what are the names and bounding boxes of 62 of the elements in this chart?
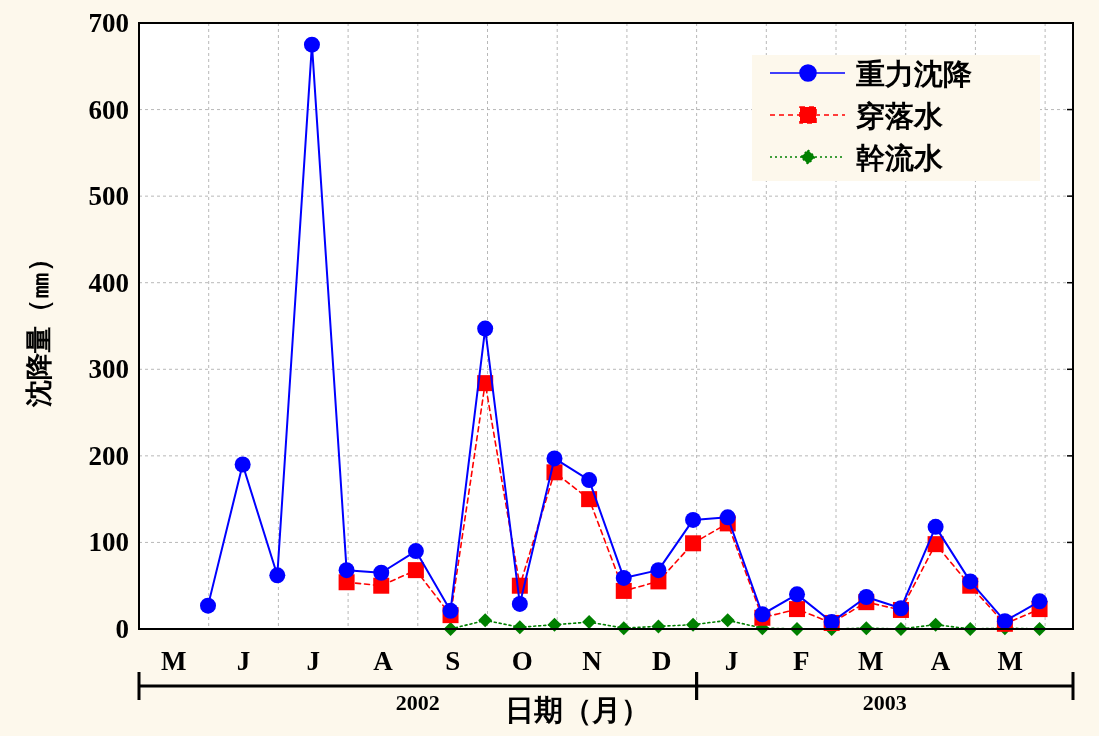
point [927,518,944,535]
point [858,588,875,605]
point [685,511,702,528]
point [581,491,598,508]
legend-label: 穿落水 [856,99,944,133]
text: D [652,646,672,676]
point [685,535,702,552]
y-tick-label: 200 [88,440,129,471]
point [477,320,494,337]
y-tick-label: 400 [88,267,129,298]
point [650,562,667,579]
legend-label: 重力沈降 [855,57,972,91]
point [407,543,424,560]
text: A [930,646,951,676]
point [686,617,701,632]
text: F [792,646,810,676]
point [789,601,806,618]
legend-label: 幹流水 [856,141,944,175]
text: J [236,646,251,676]
point [338,562,355,579]
legend-item: 穿落水 [769,99,943,133]
point [234,456,251,473]
y-tick-label: 700 [88,8,129,38]
text: O [511,646,533,676]
point [303,36,320,53]
point [373,564,390,581]
point [962,573,979,590]
point [615,582,632,599]
point [200,597,216,614]
text: A [373,646,394,676]
legend-item: 幹流水 [769,141,943,175]
text: 2002 [395,690,440,715]
point [546,450,563,467]
point [511,595,528,612]
text: N [582,646,603,676]
y-tick-label: 500 [88,181,129,212]
point [581,472,598,489]
point [1031,593,1048,610]
point [720,613,735,628]
point [478,613,493,628]
point [269,567,286,584]
y-tick-label: 100 [88,527,129,558]
text: M [997,646,1024,676]
y-tick-label: 0 [115,614,129,644]
text: M [161,646,187,676]
text: M [858,646,884,676]
y-tick-label: 300 [88,354,129,385]
point [789,586,806,603]
point [373,577,390,594]
text: J [724,646,739,676]
point [719,509,736,526]
legend-item: 重力沈降 [769,57,972,91]
y-tick-label: 600 [88,94,129,125]
point [615,569,632,586]
text: J [306,646,320,676]
text: S [445,646,461,676]
point [407,562,424,579]
point [582,615,597,630]
x-axis-title: 日期（月） [504,693,650,727]
text: 2003 [862,690,907,715]
y-axis-title: 沈降量（㎜） [23,245,54,408]
point [442,602,459,619]
